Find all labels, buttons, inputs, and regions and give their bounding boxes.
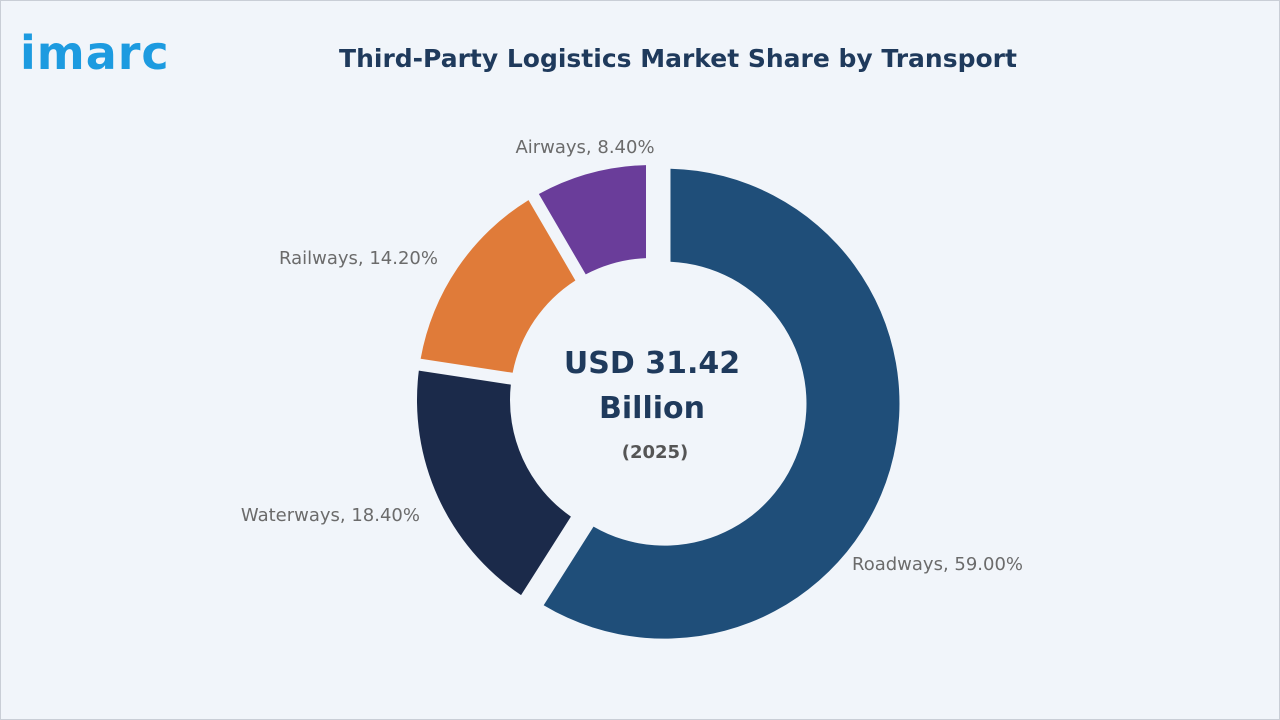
imarc-logo: imarc xyxy=(20,26,170,80)
slice-railways xyxy=(420,200,576,373)
chart-title: Third-Party Logistics Market Share by Tr… xyxy=(339,44,1017,73)
label-waterways: Waterways, 18.40% xyxy=(241,505,420,526)
slice-airways xyxy=(538,165,647,275)
slice-roadways xyxy=(543,168,900,639)
center-value-line2: Billion xyxy=(599,391,705,426)
center-value-line1: USD 31.42 xyxy=(564,346,740,381)
slice-waterways xyxy=(417,370,571,596)
center-year: (2025) xyxy=(622,442,689,463)
label-airways: Airways, 8.40% xyxy=(515,137,654,158)
label-railways: Railways, 14.20% xyxy=(279,248,438,269)
label-roadways: Roadways, 59.00% xyxy=(852,554,1023,575)
